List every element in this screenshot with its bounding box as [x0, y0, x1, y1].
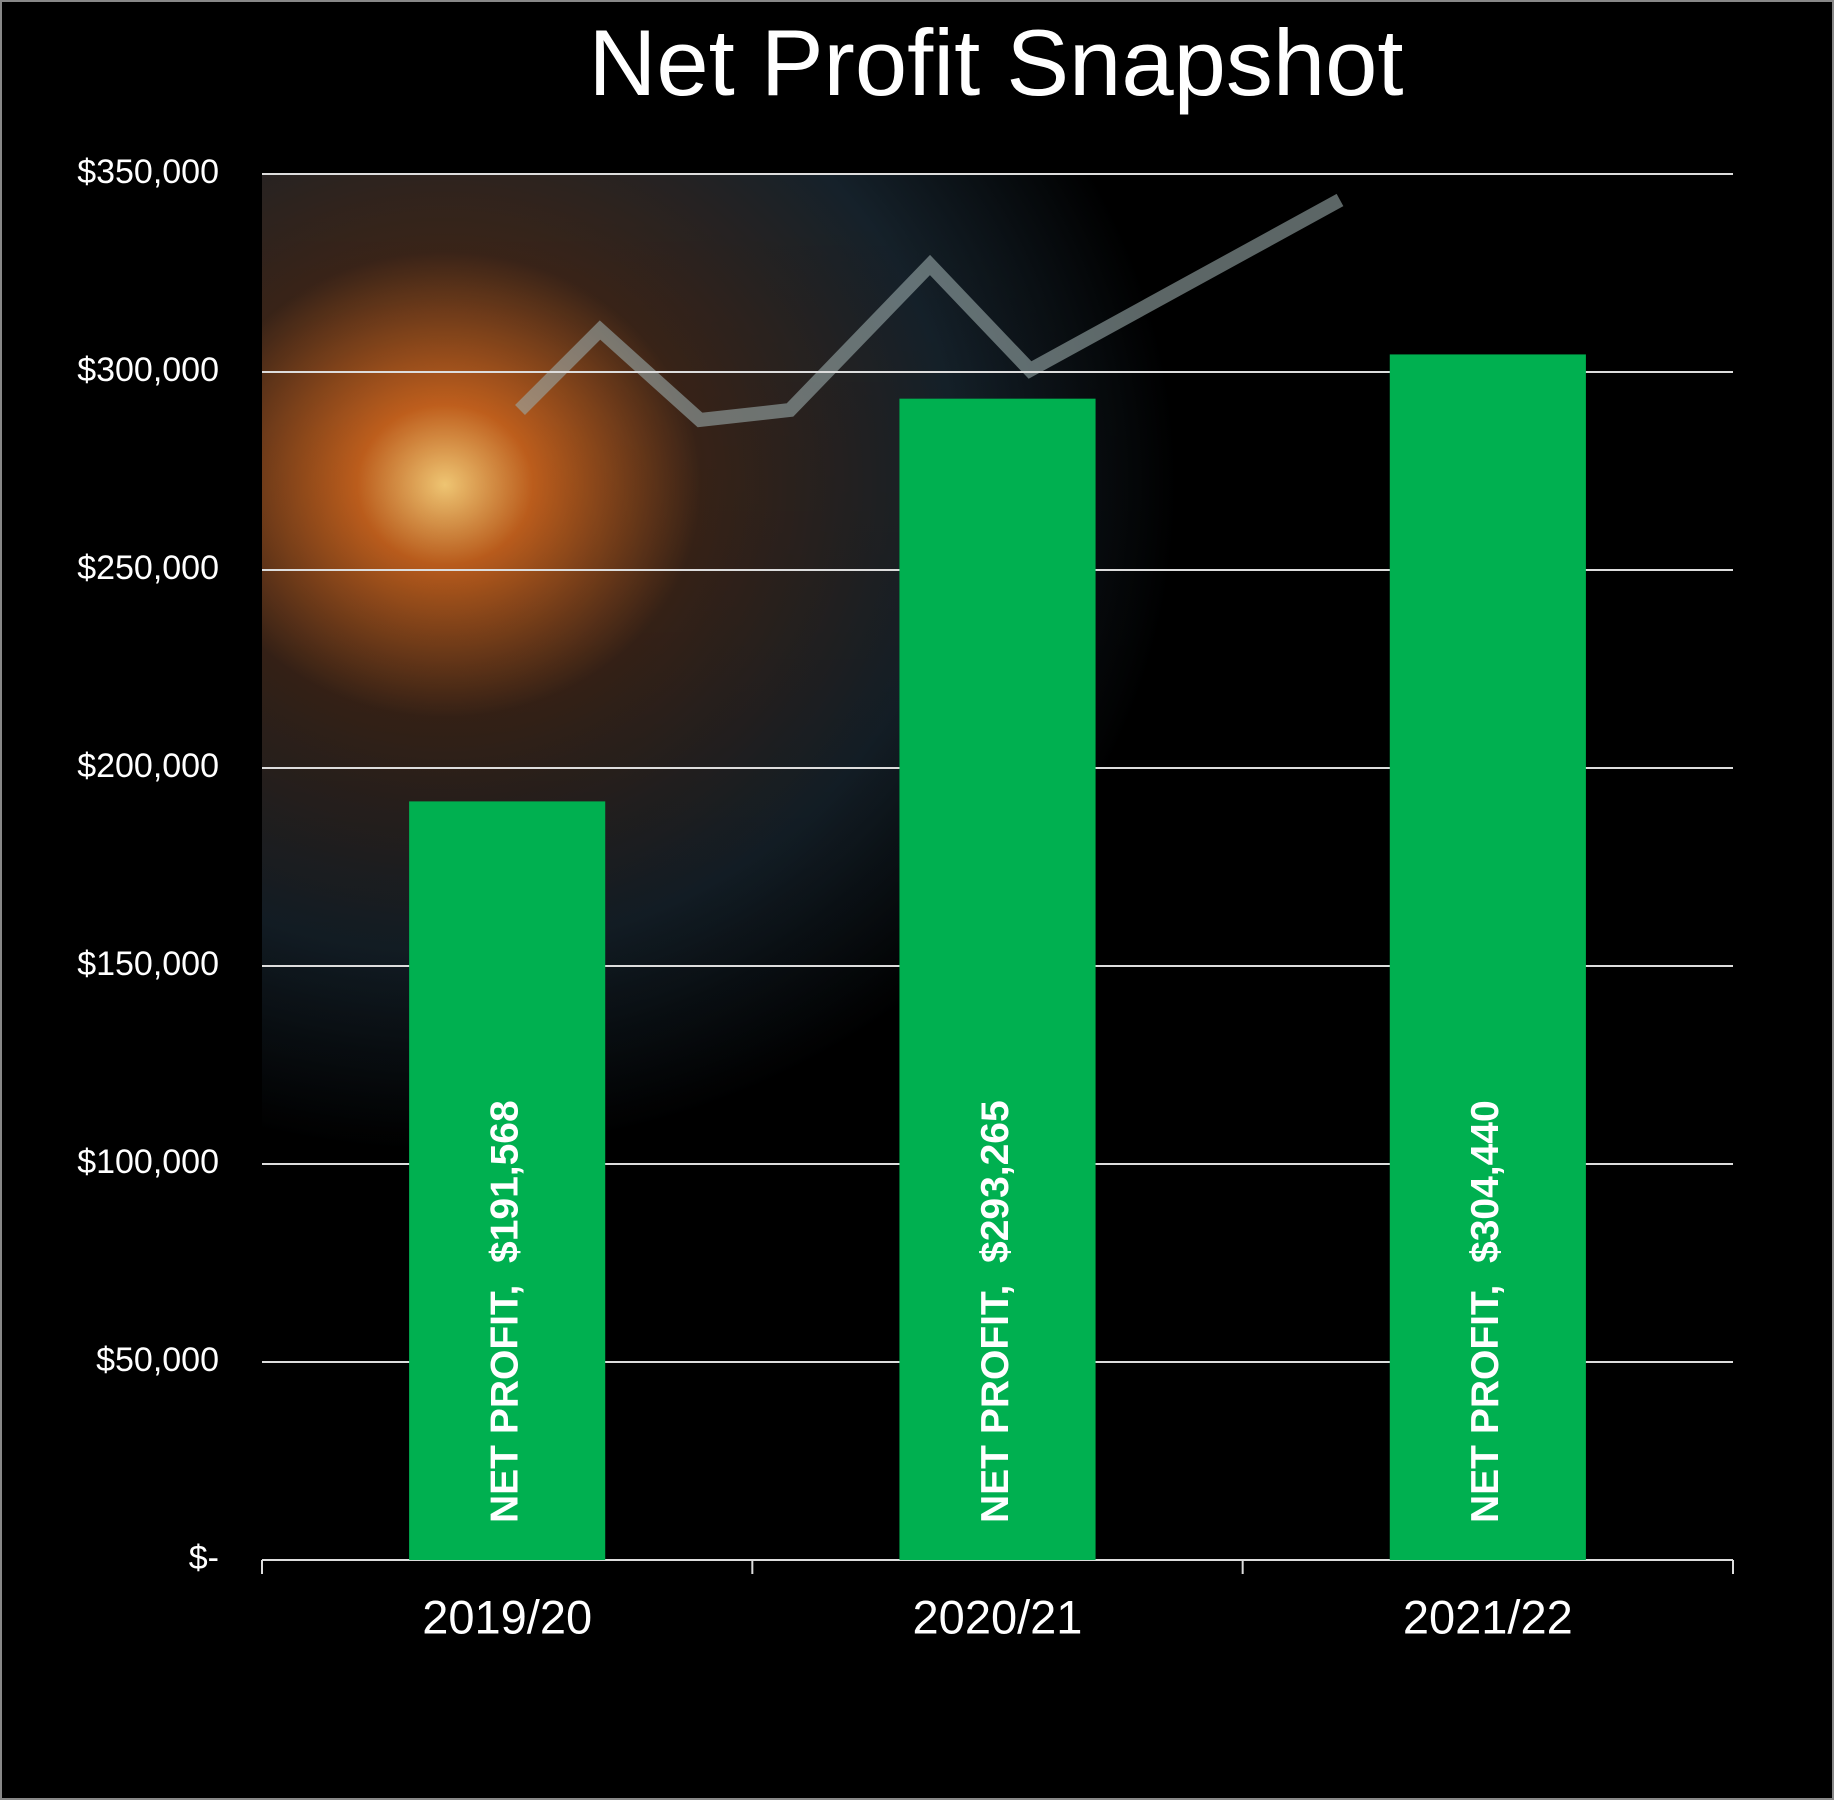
chart-title: Net Profit Snapshot: [588, 10, 1403, 115]
y-tick-label: $50,000: [96, 1341, 219, 1379]
data-label: NET PROFIT, $304,440: [1464, 1100, 1507, 1523]
bar: [409, 801, 606, 1560]
y-tick-label: $100,000: [77, 1143, 219, 1181]
data-label: NET PROFIT, $191,568: [483, 1100, 526, 1523]
y-tick-label: $-: [189, 1539, 219, 1577]
data-label: NET PROFIT, $293,265: [974, 1100, 1017, 1523]
y-tick-label: $200,000: [77, 747, 219, 785]
y-tick-label: $250,000: [77, 549, 219, 587]
decor-arrow: [515, 193, 1344, 428]
x-tick-label: 2021/22: [1403, 1590, 1573, 1643]
y-tick-label: $150,000: [77, 945, 219, 983]
x-tick-label: 2020/21: [913, 1590, 1083, 1643]
bar: [899, 398, 1096, 1560]
y-tick-label: $350,000: [77, 153, 219, 191]
x-tick-label: 2019/20: [422, 1590, 592, 1643]
y-tick-label: $300,000: [77, 351, 219, 389]
bar: [1389, 354, 1586, 1560]
